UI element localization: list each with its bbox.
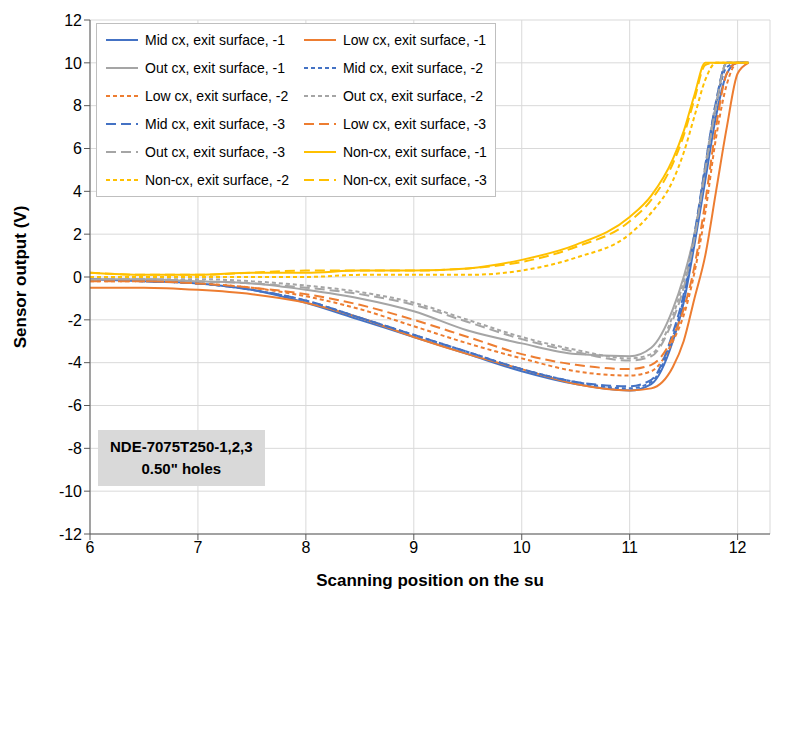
html-text:Non-cx, exit surface, -2: Non-cx, exit surface, -2 — [145, 172, 289, 188]
html-text:Mid cx, exit surface, -2: Mid cx, exit surface, -2 — [342, 60, 483, 76]
html-text:Low cx, exit surface, -3: Low cx, exit surface, -3 — [342, 116, 487, 132]
svg-text:7: 7 — [193, 539, 202, 556]
svg-text:8: 8 — [301, 539, 310, 556]
svg-text:12: 12 — [729, 539, 747, 556]
svg-text:-2: -2 — [68, 312, 82, 329]
svg-text:-10: -10 — [59, 483, 82, 500]
svg-text:-6: -6 — [68, 397, 82, 414]
html-text:NDE-7075T250-1,2,3: NDE-7075T250-1,2,3 — [110, 438, 253, 455]
svg-text:10: 10 — [64, 55, 82, 72]
svg-text:-12: -12 — [59, 526, 82, 543]
svg-text:10: 10 — [513, 539, 531, 556]
svg-text:9: 9 — [409, 539, 418, 556]
html-text:0.50" holes: 0.50" holes — [141, 460, 222, 477]
svg-text:8: 8 — [73, 97, 82, 114]
html-text:Out cx, exit surface, -2: Out cx, exit surface, -2 — [342, 88, 483, 104]
svg-text:Sensor output (V): Sensor output (V) — [11, 206, 30, 349]
svg-text:4: 4 — [73, 183, 82, 200]
svg-text:6: 6 — [86, 539, 95, 556]
svg-text:2: 2 — [73, 226, 82, 243]
svg-text:6: 6 — [73, 140, 82, 157]
html-text:Out cx, exit surface, -3: Out cx, exit surface, -3 — [145, 144, 286, 160]
svg-text:12: 12 — [64, 12, 82, 29]
html-text:Non-cx, exit surface, -1: Non-cx, exit surface, -1 — [342, 144, 487, 160]
svg-text:11: 11 — [621, 539, 638, 556]
html-text:Non-cx, exit surface, -3: Non-cx, exit surface, -3 — [342, 172, 487, 188]
html-text:Low cx, exit surface, -1: Low cx, exit surface, -1 — [342, 32, 487, 48]
svg-text:Scanning position on the su: Scanning position on the su — [316, 571, 544, 590]
html-text:Low cx, exit surface, -2: Low cx, exit surface, -2 — [145, 88, 289, 104]
svg-text:-8: -8 — [68, 440, 82, 457]
svg-text:-4: -4 — [68, 354, 82, 371]
html-text:Mid cx, exit surface, -1: Mid cx, exit surface, -1 — [145, 32, 285, 48]
svg-text:0: 0 — [73, 269, 82, 286]
html-text:Mid cx, exit surface, -3: Mid cx, exit surface, -3 — [145, 116, 285, 132]
html-text:Out cx, exit surface, -1: Out cx, exit surface, -1 — [145, 60, 286, 76]
